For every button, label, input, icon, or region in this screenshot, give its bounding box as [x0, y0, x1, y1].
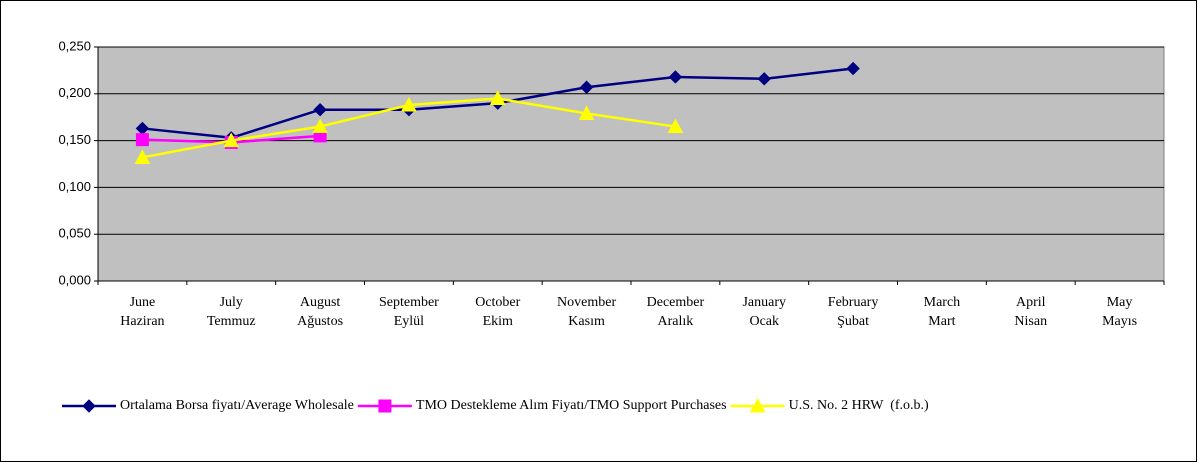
x-tick-label: Şubat	[837, 314, 869, 329]
x-tick-label: Kasım	[568, 314, 605, 329]
data-marker	[579, 80, 594, 94]
data-marker	[667, 118, 684, 134]
data-marker	[846, 61, 860, 76]
x-tick-label: Mart	[928, 314, 955, 329]
x-tick-label: January	[742, 295, 786, 310]
x-tick-label: November	[557, 295, 616, 310]
x-tick-label: October	[475, 295, 520, 310]
x-tick-label: February	[828, 295, 879, 310]
x-tick-label: Mayıs	[1102, 314, 1137, 329]
legend-label: U.S. No. 2 HRW (f.o.b.)	[789, 398, 929, 413]
x-tick-label: August	[300, 295, 341, 310]
x-tick-label: December	[647, 295, 705, 310]
x-tick-label: September	[379, 295, 439, 310]
data-marker	[757, 72, 771, 86]
x-tick-label: July	[220, 295, 243, 310]
y-tick-label: 0,250	[58, 38, 91, 53]
x-tick-label: Temmuz	[207, 314, 256, 329]
y-tick-label: 0,150	[58, 132, 91, 147]
data-marker	[578, 105, 595, 120]
x-tick-label: March	[924, 295, 961, 310]
y-tick-label: 0,100	[58, 179, 91, 194]
data-marker	[134, 149, 151, 164]
y-tick-label: 0,000	[58, 272, 91, 287]
x-tick-label: Ekim	[483, 314, 513, 329]
x-tick-label: Ocak	[749, 314, 779, 329]
x-tick-label: May	[1107, 295, 1133, 310]
x-tick-label: April	[1016, 295, 1046, 310]
data-marker	[223, 132, 240, 148]
x-tick-label: June	[130, 295, 156, 310]
plot-area	[97, 46, 1165, 282]
legend-marker	[749, 397, 766, 413]
data-marker	[313, 103, 327, 117]
data-marker	[312, 118, 328, 134]
data-marker	[135, 133, 149, 147]
x-tick-label: Haziran	[120, 314, 164, 329]
x-tick-label: Eylül	[394, 314, 424, 329]
x-tick-label: Aralık	[658, 314, 694, 329]
x-tick-label: Ağustos	[297, 314, 343, 329]
y-tick-label: 0,050	[58, 226, 91, 241]
legend-label: TMO Destekleme Alım Fiyatı/TMO Support P…	[416, 398, 727, 413]
x-tick-label: Nisan	[1014, 314, 1047, 329]
y-tick-label: 0,200	[58, 85, 91, 100]
legend-marker	[82, 399, 96, 413]
data-marker	[668, 70, 683, 84]
data-marker	[401, 96, 417, 112]
legend-marker	[378, 399, 392, 413]
legend-label: Ortalama Borsa fiyatı/Average Wholesale	[120, 398, 354, 413]
data-marker	[489, 90, 506, 105]
